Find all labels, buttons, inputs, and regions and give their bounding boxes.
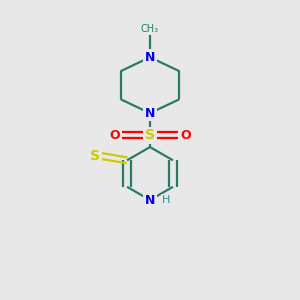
Text: H: H — [162, 195, 170, 205]
Text: N: N — [145, 194, 155, 207]
Text: S: S — [145, 128, 155, 142]
Text: O: O — [180, 129, 190, 142]
Text: O: O — [110, 129, 120, 142]
Text: CH₃: CH₃ — [141, 24, 159, 34]
Text: S: S — [90, 149, 100, 163]
Text: N: N — [145, 51, 155, 64]
Text: N: N — [145, 107, 155, 120]
